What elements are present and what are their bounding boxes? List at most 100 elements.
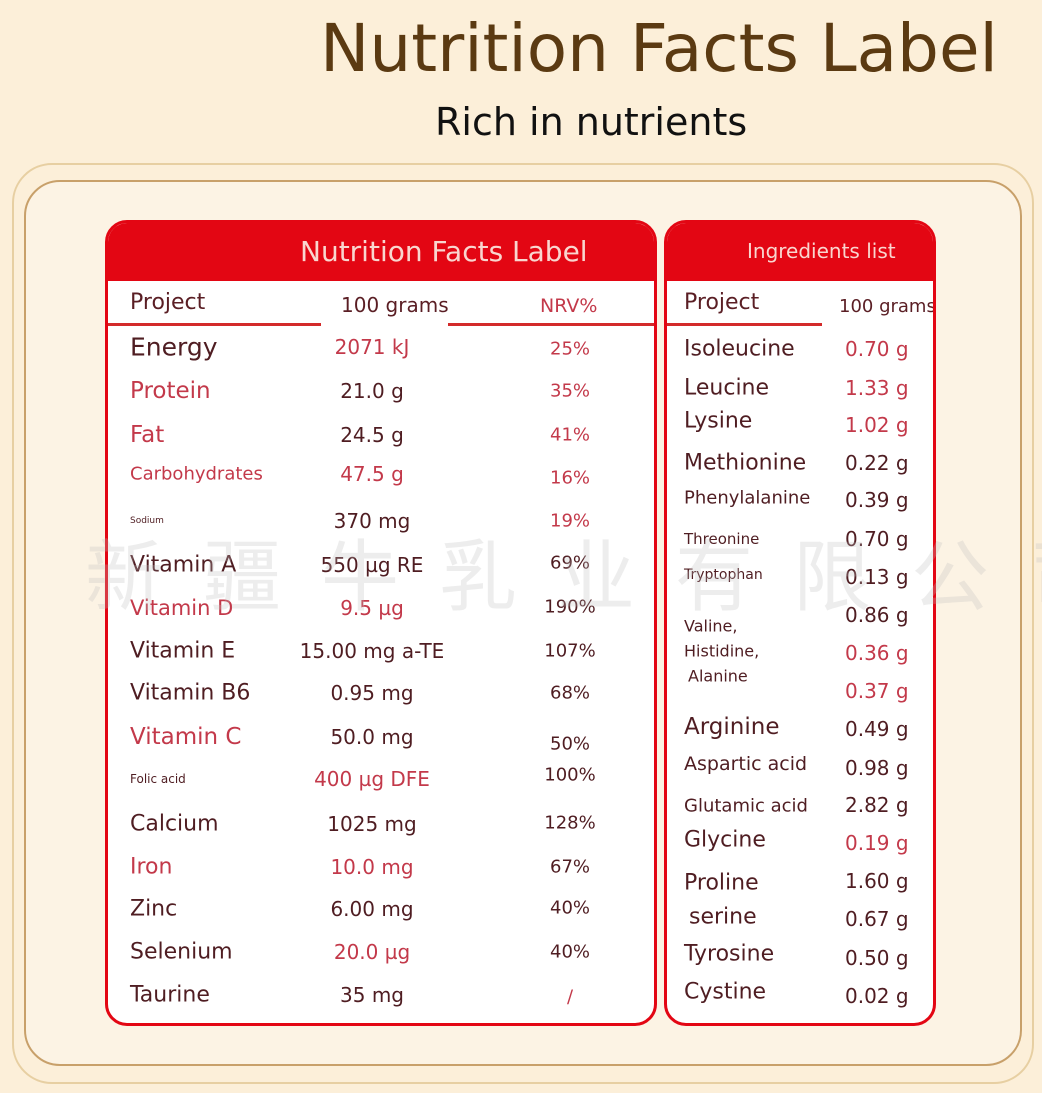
ingredients-list-table: Ingredients list Project 100 grams Isole… [664, 220, 936, 1026]
nutrient-amount: 21.0 g [340, 379, 404, 403]
nutrient-amount: 0.95 mg [330, 681, 414, 705]
nutrient-amount: 370 mg [333, 509, 411, 533]
nutrient-name: Selenium [130, 939, 233, 965]
nutrient-nrv: 67% [549, 856, 591, 878]
page-subtitle: Rich in nutrients [435, 100, 748, 144]
column-header-amount: 100 grams [839, 296, 936, 317]
ingredient-amount: 0.36 g [845, 641, 909, 665]
ingredient-name: Lysine [684, 408, 753, 434]
nutrient-name: Vitamin B6 [130, 680, 251, 706]
nutrient-name: Zinc [130, 896, 178, 922]
ingredient-amount: 0.70 g [845, 527, 909, 551]
ingredient-name: serine [689, 904, 757, 930]
nutrient-amount: 35 mg [340, 983, 404, 1007]
nutrient-name: Calcium [130, 811, 219, 837]
nutrient-nrv: 19% [549, 510, 591, 532]
nutrient-name: Vitamin A [130, 552, 237, 578]
ingredient-name: Cystine [684, 979, 767, 1005]
ingredient-name: Tryptophan [684, 567, 763, 583]
nutrient-name: Protein [130, 378, 211, 404]
nutrient-amount: 6.00 mg [330, 897, 414, 921]
nutrient-amount: 9.5 µg [340, 596, 404, 620]
ingredient-amount: 0.19 g [845, 831, 909, 855]
nutrient-amount: 24.5 g [340, 423, 404, 447]
ingredient-name: Aspartic acid [684, 753, 808, 775]
ingredient-name: Methionine [684, 450, 807, 476]
nutrient-name: Carbohydrates [130, 463, 263, 485]
column-header-nrv: NRV% [540, 295, 598, 317]
column-header-amount: 100 grams [341, 293, 449, 317]
nutrient-nrv: 68% [549, 682, 591, 704]
nutrient-name: Folic acid [130, 772, 186, 786]
nutrient-amount: 10.0 mg [330, 855, 414, 879]
column-header-project: Project [684, 290, 760, 315]
header-divider [667, 323, 822, 326]
ingredient-amount: 0.67 g [845, 907, 909, 931]
outer-frame [12, 163, 1034, 1084]
ingredient-name: Glycine [684, 827, 766, 853]
nutrient-amount: 20.0 µg [333, 940, 411, 964]
nutrient-nrv: 35% [549, 380, 591, 402]
nutrient-nrv: 25% [549, 338, 591, 360]
nutrition-facts-table: Nutrition Facts Label Project 100 grams … [105, 220, 657, 1026]
ingredient-amount: 0.86 g [845, 603, 909, 627]
nutrient-name: Vitamin D [130, 596, 234, 620]
page-title: Nutrition Facts Label [320, 10, 998, 87]
nutrient-nrv: 190% [544, 596, 596, 618]
nutrient-name: Fat [130, 422, 165, 448]
ingredient-amount: 0.13 g [845, 565, 909, 589]
ingredient-amount: 1.60 g [845, 869, 909, 893]
nutrition-table-header: Nutrition Facts Label [108, 223, 654, 281]
nutrient-amount: 2071 kJ [334, 335, 410, 359]
nutrient-amount: 1025 mg [327, 812, 417, 836]
nutrient-name: Vitamin E [130, 638, 236, 664]
nutrient-nrv: 128% [544, 812, 596, 834]
nutrient-amount: 15.00 mg a-TE [299, 639, 445, 663]
ingredient-name: Isoleucine [684, 336, 795, 362]
column-header-project: Project [130, 290, 206, 315]
nutrient-nrv: 50% [549, 733, 591, 755]
ingredient-name: Arginine [684, 714, 780, 740]
ingredient-name: Threonine [684, 530, 760, 548]
nutrient-name: Energy [130, 332, 218, 362]
nutrient-name: Vitamin C [130, 724, 242, 750]
nutrient-nrv: 69% [549, 552, 591, 574]
ingredient-amount: 0.39 g [845, 488, 909, 512]
ingredient-name: Phenylalanine [684, 487, 811, 509]
ingredient-amount: 0.49 g [845, 717, 909, 741]
ingredient-name: Leucine [684, 375, 770, 401]
ingredient-amount: 0.37 g [845, 679, 909, 703]
ingredient-name: Proline [684, 870, 759, 896]
nutrient-nrv: 40% [549, 897, 591, 919]
header-divider [108, 323, 321, 326]
ingredient-name: Alanine [688, 666, 748, 686]
ingredient-name: Histidine, [684, 641, 760, 661]
ingredients-table-title: Ingredients list [747, 239, 896, 263]
nutrient-name: Sodium [130, 516, 164, 526]
nutrient-amount: 47.5 g [340, 462, 404, 486]
ingredient-name: Glutamic acid [684, 795, 808, 817]
nutrient-nrv: 40% [549, 941, 591, 963]
ingredients-table-header: Ingredients list [667, 223, 933, 281]
ingredient-amount: 0.50 g [845, 946, 909, 970]
ingredient-amount: 0.70 g [845, 337, 909, 361]
nutrient-nrv: 107% [544, 640, 596, 662]
nutrient-amount: 400 µg DFE [314, 767, 430, 791]
ingredient-amount: 0.22 g [845, 451, 909, 475]
ingredient-amount: 0.98 g [845, 756, 909, 780]
ingredient-amount: 2.82 g [845, 793, 909, 817]
nutrient-nrv: 41% [549, 424, 591, 446]
nutrient-nrv: / [566, 986, 574, 1008]
ingredient-amount: 1.02 g [845, 413, 909, 437]
nutrient-name: Iron [130, 854, 173, 880]
ingredient-amount: 1.33 g [845, 376, 909, 400]
ingredient-amount: 0.02 g [845, 984, 909, 1008]
nutrient-amount: 550 µg RE [320, 553, 424, 577]
nutrient-nrv: 100% [544, 764, 596, 786]
nutrient-nrv: 16% [549, 467, 591, 489]
header-divider [448, 323, 654, 326]
ingredient-name: Tyrosine [684, 941, 775, 967]
nutrition-table-title: Nutrition Facts Label [300, 235, 588, 268]
ingredient-name: Valine, [684, 616, 738, 636]
nutrient-name: Taurine [130, 982, 210, 1008]
